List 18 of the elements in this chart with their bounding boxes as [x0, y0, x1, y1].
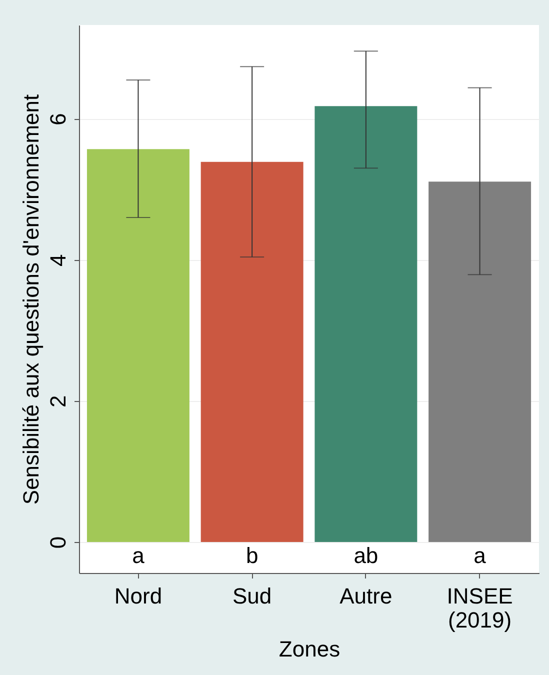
y-tick-label: 2: [46, 395, 70, 408]
x-tick-label: Sud: [232, 584, 272, 608]
annotation: ab: [354, 542, 378, 568]
annotation: a: [474, 542, 487, 568]
y-tick-label: 0: [46, 536, 70, 549]
annotation: b: [246, 542, 258, 568]
x-axis-title: Zones: [278, 636, 340, 662]
annotation: a: [132, 542, 146, 568]
y-axis-title: Sensibilité aux questions d'environnement: [18, 94, 44, 505]
x-tick-label: INSEE (2019): [446, 584, 513, 632]
bar: [314, 106, 418, 542]
bar: [428, 182, 532, 542]
x-tick-label: Nord: [114, 584, 162, 608]
bar: [86, 149, 190, 542]
y-tick-label: 4: [46, 254, 70, 266]
bar: [200, 162, 304, 542]
x-tick-label: Autre: [340, 584, 392, 608]
y-tick-label: 6: [46, 113, 70, 126]
